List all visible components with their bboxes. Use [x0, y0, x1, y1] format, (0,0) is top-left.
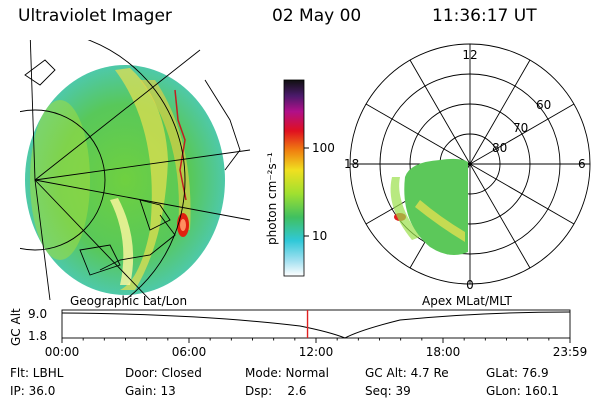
xtick-0600: 06:00 — [172, 345, 207, 359]
altitude-curve — [61, 311, 571, 339]
dsp-info: Dsp: 2.6 — [245, 384, 307, 398]
gc-alt-info: GC Alt: 4.7 Re — [365, 366, 449, 380]
gain-info: Gain: 13 — [125, 384, 176, 398]
colorbar-unit-text: photon cm⁻²s⁻¹ — [265, 152, 279, 245]
xtick-0000: 00:00 — [45, 345, 80, 359]
altitude-ytick-low: 1.8 — [28, 329, 47, 343]
mode-info: Mode: Normal — [245, 366, 329, 380]
apex-mlt-polar-plot: 12 18 6 0 60 70 80 — [344, 43, 591, 292]
glat-info: GLat: 76.9 — [486, 366, 549, 380]
colorbar-unit-label: photon cm⁻²s⁻¹ — [265, 152, 279, 245]
altitude-ytick-high: 9.0 — [28, 307, 47, 321]
seq-info: Seq: 39 — [365, 384, 411, 398]
colorbar-tick-10: 10 — [312, 229, 327, 243]
glon-info: GLon: 160.1 — [486, 384, 559, 398]
xtick-1200: 12:00 — [299, 345, 334, 359]
mlt-label-0: 0 — [466, 278, 474, 292]
lat-label-80: 80 — [492, 141, 507, 155]
xtick-2359: 23:59 — [553, 345, 588, 359]
geographic-aurora-image — [20, 40, 251, 300]
altitude-timeline-plot: GC Alt 9.0 1.8 00:00 06:00 12:00 18:00 2… — [9, 307, 588, 359]
lat-label-70: 70 — [513, 121, 528, 135]
image-date: 02 May 00 — [272, 6, 362, 26]
colorbar-gradient — [283, 79, 305, 277]
aurora-oval — [404, 158, 468, 256]
image-time: 11:36:17 UT — [432, 6, 537, 26]
altitude-ylabel: GC Alt — [9, 308, 23, 346]
right-panel-caption: Apex MLat/MLT — [422, 294, 512, 308]
xtick-1800: 18:00 — [426, 345, 461, 359]
colorbar: 100 10 — [283, 79, 335, 277]
left-panel-caption: Geographic Lat/Lon — [70, 294, 188, 308]
mlt-label-6: 6 — [578, 157, 586, 171]
ip-info: IP: 36.0 — [10, 384, 56, 398]
filter-info: Flt: LBHL — [10, 366, 64, 380]
mlt-label-12: 12 — [462, 48, 477, 62]
door-info: Door: Closed — [125, 366, 202, 380]
image-title: Ultraviolet Imager — [18, 6, 172, 26]
mlt-label-18: 18 — [344, 157, 359, 171]
lat-label-60: 60 — [536, 98, 551, 112]
colorbar-tick-100: 100 — [312, 141, 335, 155]
